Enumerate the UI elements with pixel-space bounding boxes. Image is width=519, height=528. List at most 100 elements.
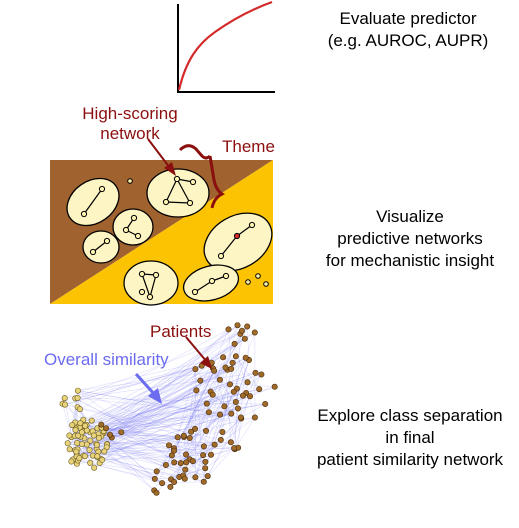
similarity-edge xyxy=(77,436,185,456)
patient-node-class-b xyxy=(247,393,254,400)
patient-node-class-b xyxy=(217,411,224,418)
patient-node-class-a xyxy=(61,401,68,408)
similarity-edge xyxy=(77,460,180,478)
patients-arrowhead xyxy=(200,356,212,369)
patient-node-class-a xyxy=(79,441,86,448)
high-scoring-network-label: High-scoring network xyxy=(60,104,200,144)
similarity-edge xyxy=(78,326,248,426)
network-node xyxy=(146,293,154,301)
network-node xyxy=(217,252,225,260)
patient-node-class-b xyxy=(203,427,210,434)
similarity-edge xyxy=(79,329,229,410)
high-scoring-arrow xyxy=(147,138,171,169)
network-node xyxy=(138,270,146,278)
similarity-edge xyxy=(89,390,197,451)
similarity-edge xyxy=(106,394,213,448)
network-node xyxy=(103,237,111,245)
patient-node-class-b xyxy=(166,442,173,449)
similarity-edge xyxy=(190,431,215,445)
patient-node-class-a xyxy=(88,417,95,424)
isolated-node xyxy=(127,178,133,184)
patient-node-class-b xyxy=(221,403,228,410)
patient-node-class-b xyxy=(209,391,216,398)
similarity-edge xyxy=(71,365,202,438)
patient-node-class-b xyxy=(202,458,209,465)
similarity-edge xyxy=(77,357,224,391)
similarity-edge xyxy=(224,372,256,407)
patient-node-class-b xyxy=(232,398,239,405)
patient-node-class-b xyxy=(171,459,178,466)
network-clusters xyxy=(66,168,273,306)
patient-node-class-b xyxy=(244,323,251,330)
similarity-edge xyxy=(195,368,225,407)
patient-node-class-b xyxy=(229,359,236,366)
patient-node-class-b xyxy=(220,354,227,361)
performance-curve-panel xyxy=(177,0,275,93)
network-node xyxy=(191,288,199,296)
patient-node-class-b xyxy=(230,388,237,395)
network-node xyxy=(122,226,130,234)
overall-similarity-label: Overall similarity xyxy=(44,350,169,369)
patient-node-class-a xyxy=(78,429,85,436)
network-edge xyxy=(83,188,103,215)
patient-node-class-b xyxy=(203,400,210,407)
patient-node-class-a xyxy=(82,422,89,429)
patient-node-class-b xyxy=(204,473,211,480)
isolated-node xyxy=(255,273,261,279)
patient-node-class-a xyxy=(74,387,81,394)
patient-node-class-a xyxy=(90,432,97,439)
similarity-edge xyxy=(96,324,238,446)
theme-bracket xyxy=(178,144,225,209)
explore-caption-line-1: Explore class separation xyxy=(317,406,503,425)
patient-node-class-a xyxy=(66,432,73,439)
patient-node-class-b xyxy=(192,474,199,481)
similarity-edge xyxy=(235,356,260,390)
similarity-edge xyxy=(77,390,242,419)
similarity-edge xyxy=(102,343,235,435)
network-5 xyxy=(203,212,273,272)
patient-node-class-b xyxy=(244,379,251,386)
similarity-edge xyxy=(101,357,246,428)
similarity-edge xyxy=(101,414,221,425)
similarity-edge xyxy=(173,396,251,452)
patient-node-class-b xyxy=(251,329,258,336)
networks-panel xyxy=(50,138,273,306)
similarity-edge xyxy=(98,370,215,439)
patient-node-class-b xyxy=(258,371,265,378)
patient-node-class-a xyxy=(93,441,100,448)
network-7 xyxy=(182,264,240,302)
visualize-caption-line-3: for mechanistic insight xyxy=(325,251,495,270)
network-edge xyxy=(220,235,238,257)
similarity-edge xyxy=(183,370,215,436)
network-edge xyxy=(176,178,191,204)
similarity-edge xyxy=(92,357,246,456)
similarity-edge xyxy=(98,447,235,453)
patient-node-class-a xyxy=(66,446,73,453)
patient-node-class-b xyxy=(228,410,235,417)
similarity-edge xyxy=(92,413,232,432)
similarity-edge xyxy=(75,398,175,449)
patient-node-class-b xyxy=(183,459,190,466)
network-node xyxy=(80,210,88,218)
patient-node-class-a xyxy=(87,437,94,444)
network-6 xyxy=(123,260,179,306)
patient-node-class-b xyxy=(174,434,181,441)
patient-node-class-b xyxy=(200,452,207,459)
patient-node-class-b xyxy=(192,366,199,373)
similarity-edge xyxy=(237,357,246,448)
similarity-edge xyxy=(92,388,260,432)
similarity-edge xyxy=(94,437,178,468)
patient-node-class-a xyxy=(68,458,75,465)
similarity-edge xyxy=(162,481,204,484)
similarity-edge xyxy=(92,417,241,432)
similarity-edge xyxy=(69,435,212,455)
similarity-edge xyxy=(225,367,232,443)
overall-similarity-arrowhead xyxy=(148,388,162,404)
patient-node-class-a xyxy=(101,448,108,455)
similarity-edge xyxy=(103,394,213,434)
patient-node-class-a xyxy=(94,453,101,460)
patient-node-class-a xyxy=(76,406,83,413)
patient-node-class-a xyxy=(99,456,106,463)
visualize-caption-line-1: Visualize xyxy=(376,207,444,226)
patient-node-class-a xyxy=(77,420,84,427)
